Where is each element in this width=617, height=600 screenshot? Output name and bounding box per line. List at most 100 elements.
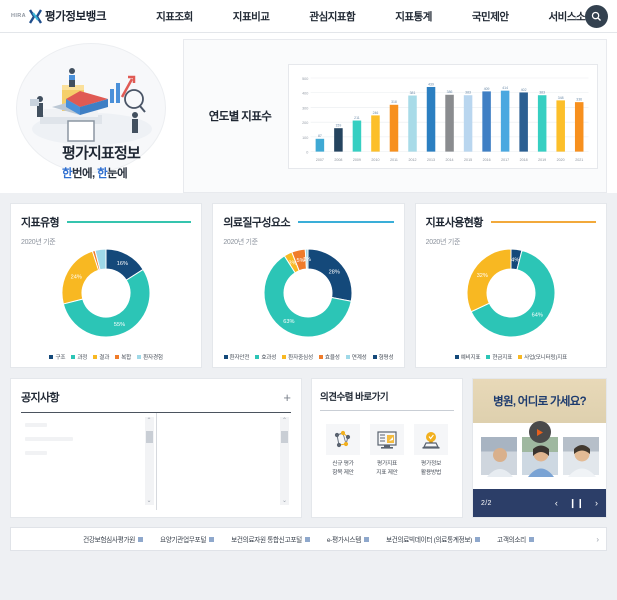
- card-title: 지표사용현황: [425, 217, 484, 229]
- card-subtitle: 2020년 기준: [223, 239, 258, 246]
- nav-more-chevron-icon[interactable]: ›: [574, 13, 577, 22]
- legend-item: 효율성: [318, 353, 340, 361]
- donut-slice-value: 24%: [71, 275, 82, 281]
- footer-link-4[interactable]: 보건의료빅데이터 (의료통계정보): [385, 534, 481, 544]
- scrollbar-thumb[interactable]: [281, 431, 288, 443]
- opinion-shortcut-card: 의견수렴 바로가기: [311, 378, 463, 518]
- svg-text:2010: 2010: [371, 158, 379, 162]
- footer-link-label: 보건의료빅데이터 (의료통계정보): [385, 537, 473, 544]
- legend-item: 형평성: [372, 353, 394, 361]
- svg-text:400: 400: [302, 90, 308, 95]
- promo-prev-chevron-left-icon[interactable]: ‹: [554, 497, 558, 508]
- legend-item: 효과성: [255, 353, 276, 361]
- svg-text:2008: 2008: [334, 158, 342, 162]
- promo-thumb-0[interactable]: [479, 436, 518, 477]
- legend-label: 효율성: [324, 355, 340, 361]
- nav-item-4[interactable]: 국민제안: [471, 10, 509, 23]
- scroll-up-icon[interactable]: ⌃: [281, 418, 288, 424]
- scroll-down-icon[interactable]: ⌄: [281, 498, 288, 504]
- hero-illustration-block: 평가지표정보 한번에, 한눈에: [10, 39, 175, 193]
- nav-item-5[interactable]: 서비스소개: [548, 10, 595, 23]
- scroll-up-icon[interactable]: ⌃: [146, 418, 152, 424]
- svg-text:2013: 2013: [427, 158, 435, 162]
- footer-link-label: 건강보험심사평가원: [83, 537, 135, 544]
- opinion-item-1[interactable]: 평가지표 지표 제안: [366, 424, 408, 477]
- lightbulb-laptop-icon: [422, 431, 440, 449]
- yearly-indicator-panel: 연도별 지표수 87 159 211 246 318 381 439 386 383 409 414…: [183, 39, 607, 193]
- footer-link-1[interactable]: 요양기관업무포털: [160, 534, 215, 544]
- opinion-item-label: 평가지표 지표 제안: [376, 461, 398, 476]
- hero-title: 평가지표정보: [62, 145, 141, 162]
- donut-slice: [466, 248, 512, 313]
- notice-more-plus-icon[interactable]: +: [283, 389, 291, 405]
- svg-text:318: 318: [391, 100, 397, 104]
- svg-text:2014: 2014: [446, 158, 454, 162]
- legend-item: 환자안전: [223, 353, 250, 361]
- promo-carousel[interactable]: 병원, 어디로 가세요? 2/2 ‹ ❙❙ ›: [472, 378, 607, 518]
- footer-link-2[interactable]: 보건의료자원 통합신고포털: [231, 534, 310, 544]
- notice-scrollbar-left[interactable]: ⌃ ⌄: [144, 417, 154, 505]
- donut-legend: 구조 과정 결과 복합 환자경험: [21, 353, 191, 361]
- donut-slice: [263, 255, 353, 338]
- notice-header: 공지사항 +: [21, 389, 291, 413]
- brand-logo[interactable]: HIRA 평가정보뱅크: [0, 8, 107, 24]
- promo-controls: ‹ ❙❙ ›: [554, 497, 598, 508]
- donut-slice-value: 32%: [477, 273, 488, 279]
- svg-text:2020: 2020: [557, 158, 565, 162]
- legend-label: 결과: [99, 355, 110, 361]
- legend-label: 효과성: [261, 355, 277, 361]
- promo-page-indicator: 2/2: [481, 499, 492, 507]
- opinion-item-2[interactable]: 평가정보 활용방법: [410, 424, 452, 477]
- svg-text:386: 386: [447, 90, 453, 94]
- external-link-icon: [475, 536, 481, 542]
- donut-chart-quality-elements: 28% 63% 3% 5%1%: [263, 248, 353, 338]
- donut-slice-value: 5%: [297, 258, 305, 264]
- svg-text:200: 200: [302, 120, 308, 125]
- external-link-icon: [363, 536, 369, 542]
- footer-link-5[interactable]: 고객의소리: [497, 534, 534, 544]
- legend-swatch: [223, 355, 228, 359]
- search-button[interactable]: [585, 5, 608, 28]
- donut-slice-value: 64%: [531, 313, 542, 319]
- svg-text:402: 402: [521, 87, 527, 91]
- legend-swatch: [318, 355, 323, 359]
- hero-sub-2: 눈에: [107, 168, 128, 180]
- footer-link-0[interactable]: 건강보험심사평가원: [83, 534, 143, 544]
- card-indicator-usage: 지표사용현황 2020년 기준 4% 64% 32% 예비지표 현금지표 사업(모니터링…: [414, 203, 607, 368]
- legend-label: 연계성: [351, 355, 367, 361]
- scrollbar-thumb[interactable]: [145, 431, 153, 443]
- donut-legend: 예비지표 현금지표 사업(모니터링)지표: [426, 353, 596, 361]
- molecule-icon-box: [326, 424, 360, 455]
- legend-item: 환자중심성: [282, 353, 313, 361]
- opinion-title: 의견수렴 바로가기: [320, 389, 454, 411]
- external-link-icon: [138, 536, 143, 542]
- legend-label: 예비지표: [460, 355, 481, 361]
- svg-text:383: 383: [465, 90, 471, 94]
- hero-sub-hl-2: 한: [97, 168, 108, 180]
- footer-link-3[interactable]: e-평가시스템: [327, 534, 369, 544]
- legend-label: 현금지표: [492, 355, 513, 361]
- donut-slice-value: 4%: [511, 257, 519, 263]
- nav-item-2[interactable]: 관심지표함: [309, 10, 356, 23]
- legend-label: 과정: [77, 355, 88, 361]
- legend-label: 환자중심성: [288, 355, 313, 361]
- promo-next-chevron-right-icon[interactable]: ›: [595, 497, 598, 508]
- legend-item: 사업(모니터링)지표: [518, 353, 567, 361]
- legend-item: 과정: [71, 353, 87, 361]
- molecule-icon: [334, 430, 351, 447]
- play-button[interactable]: [528, 421, 551, 443]
- card-quality-elements: 의료질구성요소 2020년 기준 28% 63% 3% 5% 1% 환자안전 효과성 환자중…: [212, 203, 405, 368]
- notice-title: 공지사항: [21, 392, 60, 404]
- nav-item-0[interactable]: 지표조회: [156, 10, 193, 23]
- opinion-item-0[interactable]: 신규 평가 항목 제안: [322, 424, 364, 477]
- nav-item-3[interactable]: 지표통계: [395, 10, 432, 23]
- nav-item-1[interactable]: 지표비교: [232, 10, 270, 23]
- footer-next-chevron-right-icon[interactable]: ›: [596, 534, 599, 544]
- notice-scrollbar-right[interactable]: ⌃ ⌄: [280, 417, 289, 505]
- scroll-down-icon[interactable]: ⌄: [146, 498, 152, 504]
- promo-thumb-2[interactable]: [561, 436, 600, 477]
- promo-pause-icon[interactable]: ❙❙: [568, 497, 584, 508]
- external-link-icon: [528, 536, 534, 542]
- card-indicator-type: 지표유형 2020년 기준 16% 55% 24% 구조 과정 결과 복합 환자경험: [10, 203, 203, 368]
- legend-item: 현금지표: [486, 353, 512, 361]
